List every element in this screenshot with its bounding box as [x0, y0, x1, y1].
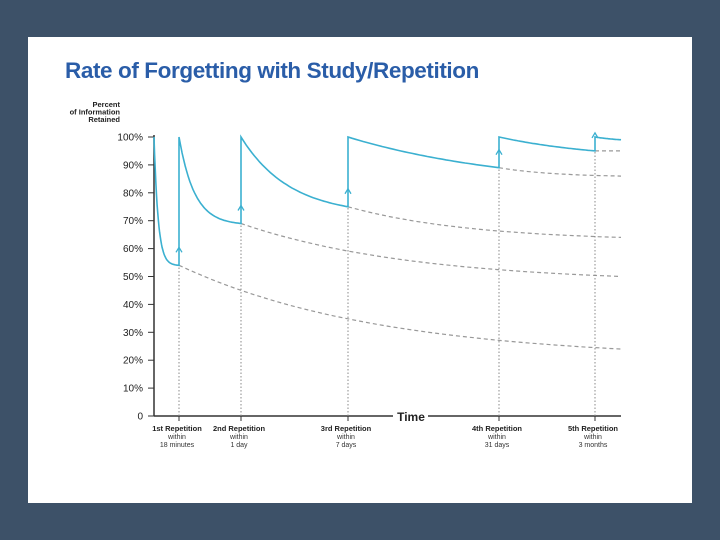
repetition-label: 4th Repetition — [472, 424, 522, 433]
forgetting-curve-dashed — [240, 222, 622, 278]
y-axis-title-line: of Information — [70, 108, 121, 117]
y-tick-label: 60% — [123, 244, 143, 255]
repetition-within: within — [336, 434, 355, 441]
chart-title: Rate of Forgetting with Study/Repetition — [65, 58, 479, 83]
y-tick-label: 50% — [123, 272, 143, 283]
retention-curve — [153, 134, 622, 267]
y-axis-title-line: Percent — [92, 100, 120, 109]
x-axis-title: Time — [397, 410, 425, 424]
axes: Time — [153, 135, 621, 424]
repetition-interval: 31 days — [485, 442, 510, 449]
y-tick-label: 90% — [123, 160, 143, 171]
repetition-markers — [175, 131, 599, 421]
y-tick-label: 30% — [123, 328, 143, 339]
repetition-interval: 7 days — [336, 442, 357, 449]
y-ticks: 0 10% 20% 30% 40% 50% 60% 70% 80% 90% 100% — [117, 133, 154, 423]
forgetting-curves-dashed — [178, 150, 622, 350]
repetition-label: 1st Repetition — [152, 424, 202, 433]
y-tick-label: 70% — [123, 216, 143, 227]
y-tick-label: 100% — [117, 133, 143, 144]
retention-curve-line — [153, 134, 622, 267]
repetition-within: within — [583, 434, 602, 441]
y-tick-label: 20% — [123, 356, 143, 367]
y-tick-label: 80% — [123, 188, 143, 199]
y-tick-label: 40% — [123, 300, 143, 311]
repetition-within: within — [487, 434, 506, 441]
forgetting-curve-dashed — [347, 206, 622, 238]
repetition-label: 3rd Repetition — [321, 424, 372, 433]
forgetting-curve-dashed — [178, 264, 622, 350]
slide-card: Rate of Forgetting with Study/Repetition… — [28, 37, 692, 503]
repetition-within: within — [229, 434, 248, 441]
repetition-arrow — [591, 131, 599, 139]
repetition-label: 2nd Repetition — [213, 424, 266, 433]
repetition-within: within — [167, 434, 186, 441]
repetition-interval: 1 day — [230, 442, 248, 449]
y-tick-label: 10% — [123, 384, 143, 395]
y-tick-label: 0 — [137, 412, 143, 423]
forgetting-curve-dashed — [498, 167, 622, 177]
y-axis-title-line: Retained — [88, 115, 120, 124]
repetition-interval: 18 minutes — [160, 442, 195, 449]
repetition-label: 5th Repetition — [568, 424, 618, 433]
repetition-interval: 3 months — [579, 442, 608, 449]
